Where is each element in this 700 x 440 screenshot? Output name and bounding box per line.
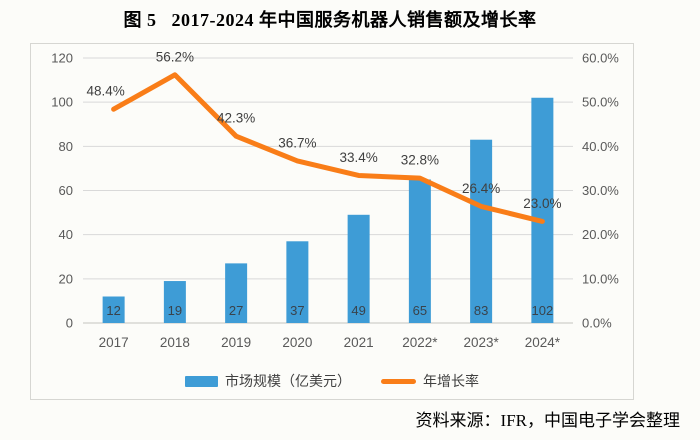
- left-axis-tick: 100: [51, 95, 73, 110]
- bar-2023*: [470, 139, 493, 323]
- legend-bar-swatch: [185, 375, 218, 387]
- right-axis-tick: 30.0%: [582, 183, 619, 198]
- source-note: 资料来源：IFR，中国电子学会整理: [415, 411, 680, 430]
- left-axis-tick: 0: [66, 316, 73, 331]
- chart-container: 0 0.0% 20 10.0% 40 20.0% 60 30.0% 80 40.0% 100 50.0…: [30, 43, 634, 400]
- growth-rate-label: 56.2%: [156, 49, 194, 64]
- growth-rate-line: [111, 72, 545, 224]
- bar-value-label: 49: [351, 303, 365, 318]
- bar-2021: [347, 214, 370, 323]
- bar-value-label: 27: [229, 303, 243, 318]
- chart-legend: 市场规模（亿美元） 年增长率: [31, 369, 633, 393]
- bar-2022*: [408, 179, 431, 323]
- category-label: 2017: [99, 335, 129, 350]
- legend-item-market-size: 市场规模（亿美元）: [185, 371, 351, 391]
- category-label: 2023*: [463, 335, 499, 350]
- right-axis-tick: 10.0%: [582, 271, 619, 286]
- growth-rate-label: 36.7%: [278, 135, 316, 150]
- growth-rate-label: 48.4%: [86, 84, 124, 99]
- growth-rate-label: 33.4%: [339, 150, 377, 165]
- bar-value-label: 102: [532, 303, 554, 318]
- chart-svg: 0 0.0% 20 10.0% 40 20.0% 60 30.0% 80 40.0% 100 50.0…: [51, 49, 619, 350]
- right-axis-tick: 0.0%: [582, 316, 612, 331]
- bar-value-label: 12: [106, 303, 120, 318]
- left-axis-tick: 20: [59, 271, 73, 286]
- legend-item-growth-rate: 年增长率: [381, 371, 479, 391]
- category-label: 2018: [160, 335, 190, 350]
- bar-value-label: 65: [413, 303, 427, 318]
- growth-rate-label: 23.0%: [523, 196, 561, 211]
- category-label: 2019: [221, 335, 251, 350]
- right-axis-tick: 40.0%: [582, 139, 619, 154]
- bar-value-label: 37: [290, 303, 304, 318]
- growth-rate-label: 42.3%: [217, 111, 255, 126]
- legend-growth-rate-label: 年增长率: [423, 373, 479, 389]
- bar-2024*: [531, 97, 554, 323]
- right-axis-tick: 20.0%: [582, 227, 619, 242]
- category-label: 2020: [282, 335, 312, 350]
- legend-market-size-label: 市场规模（亿美元）: [225, 373, 351, 389]
- category-label: 2021: [344, 335, 374, 350]
- bar-value-label: 19: [168, 303, 182, 318]
- left-axis-tick: 60: [59, 183, 73, 198]
- right-axis-tick: 50.0%: [582, 95, 619, 110]
- left-axis-tick: 120: [51, 51, 73, 66]
- bar-2018: [163, 281, 186, 323]
- category-label: 2024*: [525, 335, 561, 350]
- chart-title: 图 5 2017-2024 年中国服务机器人销售额及增长率: [123, 10, 537, 30]
- bar-value-label: 83: [474, 303, 488, 318]
- left-axis-tick: 40: [59, 227, 73, 242]
- left-axis-tick: 80: [59, 139, 73, 154]
- right-axis-tick: 60.0%: [582, 51, 619, 66]
- bar-2020: [286, 241, 309, 323]
- legend-line-swatch: [381, 378, 416, 384]
- bar-2019: [225, 263, 248, 323]
- category-label: 2022*: [402, 335, 438, 350]
- growth-rate-label: 32.8%: [401, 153, 439, 168]
- growth-rate-label: 26.4%: [462, 181, 500, 196]
- bar-2017: [102, 296, 125, 323]
